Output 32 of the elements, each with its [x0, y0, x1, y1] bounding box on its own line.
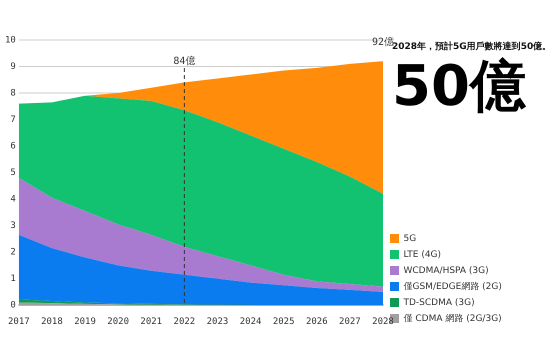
x-tick-label: 2027: [339, 316, 361, 327]
legend-label: WCDMA/HSPA (3G): [404, 266, 489, 276]
y-tick-label: 6: [10, 141, 16, 152]
legend-label: LTE (4G): [404, 250, 442, 260]
x-tick-label: 2022: [174, 316, 196, 327]
y-tick-label: 5: [10, 168, 16, 178]
y-tick-label: 1: [10, 274, 16, 284]
y-tick-label: 7: [10, 114, 16, 125]
legend-label: TD-SCDMA (3G): [402, 298, 475, 308]
y-tick-label: 10: [4, 35, 16, 46]
text: 2028年，預計5G用戶數將達到50億。: [392, 41, 552, 53]
x-tick-label: 2018: [41, 316, 63, 327]
x-tick-label: 2019: [74, 316, 96, 327]
x-tick-label: 2024: [240, 316, 262, 327]
y-tick-label: 8: [10, 88, 16, 98]
y-tick-label: 2: [10, 248, 16, 258]
x-tick-label: 2023: [206, 316, 228, 327]
ref-line-label: 84億: [173, 55, 196, 67]
x-tick-label: 2028: [372, 316, 394, 327]
x-tick-label: 2021: [140, 316, 162, 327]
y-tick-label: 3: [10, 220, 16, 231]
y-tick-label: 9: [10, 62, 16, 72]
legend-label: 5G: [404, 234, 416, 244]
x-tick-label: 2026: [306, 316, 328, 327]
text: 50億: [392, 54, 527, 119]
legend-label: 僅 CDMA 網路 (2G/3G): [404, 312, 502, 324]
x-tick-label: 2025: [272, 316, 295, 327]
legend-label: 僅GSM/EDGE網路 (2G): [404, 280, 502, 292]
x-tick-label: 2020: [107, 316, 129, 327]
y-tick-label: 0: [10, 300, 16, 311]
x-tick-label: 2017: [8, 316, 30, 327]
y-tick-label: 4: [10, 194, 16, 204]
